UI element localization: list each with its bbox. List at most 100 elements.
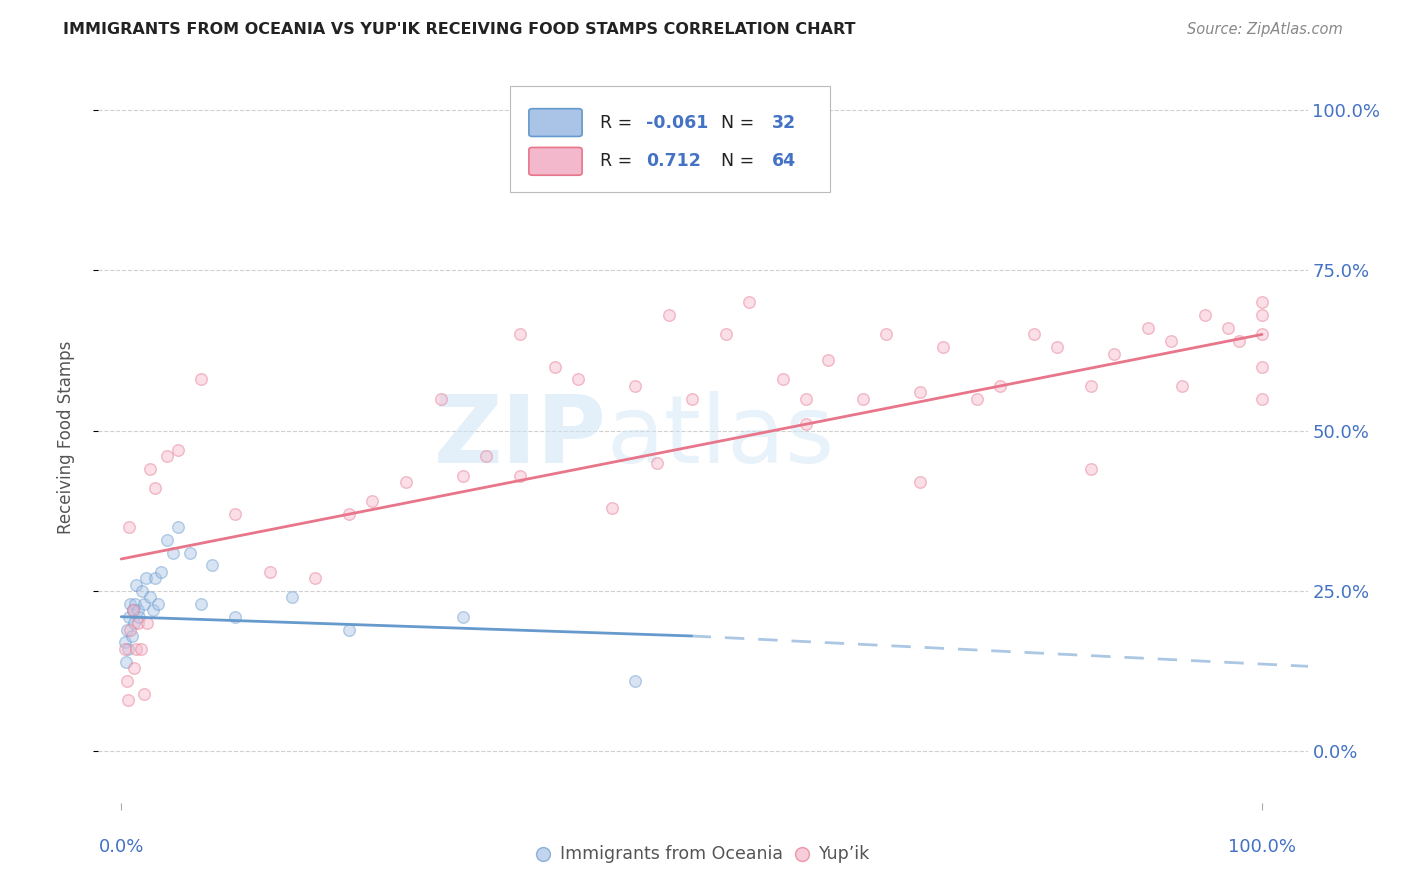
- Point: [114, 635, 136, 649]
- Point: [875, 327, 897, 342]
- Text: ZIP: ZIP: [433, 391, 606, 483]
- Point: [128, 609, 150, 624]
- Point: [121, 603, 143, 617]
- Point: [145, 482, 167, 496]
- Point: [1216, 321, 1239, 335]
- FancyBboxPatch shape: [529, 109, 582, 136]
- Point: [132, 687, 155, 701]
- Point: [337, 623, 360, 637]
- Point: [544, 359, 567, 374]
- Point: [281, 591, 304, 605]
- Point: [304, 571, 326, 585]
- Point: [966, 392, 988, 406]
- Point: [142, 603, 165, 617]
- Point: [1251, 295, 1274, 310]
- Point: [1227, 334, 1250, 348]
- Point: [136, 616, 159, 631]
- Point: [125, 641, 148, 656]
- Point: [1136, 321, 1159, 335]
- Point: [1022, 327, 1045, 342]
- Text: 100.0%: 100.0%: [1227, 838, 1296, 856]
- Point: [509, 468, 531, 483]
- Point: [125, 577, 148, 591]
- Point: [908, 475, 931, 489]
- Point: [146, 597, 169, 611]
- FancyBboxPatch shape: [509, 86, 830, 192]
- FancyBboxPatch shape: [529, 147, 582, 175]
- Point: [167, 520, 190, 534]
- Text: Yup’ik: Yup’ik: [820, 845, 870, 863]
- Text: N =: N =: [721, 153, 755, 170]
- Point: [681, 392, 703, 406]
- Point: [772, 372, 794, 386]
- Point: [118, 609, 141, 624]
- Point: [135, 571, 157, 585]
- Point: [115, 673, 138, 688]
- Point: [395, 475, 418, 489]
- Text: 64: 64: [772, 153, 796, 170]
- Point: [139, 591, 162, 605]
- Point: [1251, 308, 1274, 322]
- Point: [1080, 462, 1102, 476]
- Point: [453, 609, 475, 624]
- Point: [817, 353, 839, 368]
- Point: [114, 655, 136, 669]
- Point: [1102, 346, 1125, 360]
- Text: atlas: atlas: [606, 391, 835, 483]
- Point: [623, 673, 645, 688]
- Point: [117, 693, 139, 707]
- Point: [179, 545, 201, 559]
- Point: [623, 378, 645, 392]
- Point: [190, 597, 212, 611]
- Point: [1080, 378, 1102, 392]
- Point: [1251, 392, 1274, 406]
- Point: [129, 641, 152, 656]
- Text: -0.061: -0.061: [647, 113, 709, 131]
- Point: [361, 494, 384, 508]
- Point: [988, 378, 1011, 392]
- Point: [132, 597, 155, 611]
- Point: [114, 641, 136, 656]
- Point: [429, 392, 451, 406]
- Point: [794, 417, 817, 432]
- Point: [1046, 340, 1069, 354]
- Point: [224, 507, 246, 521]
- Point: [337, 507, 360, 521]
- Point: [931, 340, 953, 354]
- Point: [1251, 359, 1274, 374]
- Point: [162, 545, 184, 559]
- Point: [121, 603, 143, 617]
- Point: [259, 565, 281, 579]
- Point: [475, 450, 498, 464]
- Point: [139, 462, 162, 476]
- Point: [145, 571, 167, 585]
- Text: R =: R =: [600, 153, 633, 170]
- Point: [127, 616, 149, 631]
- Point: [190, 372, 212, 386]
- Point: [852, 392, 875, 406]
- Text: 0.712: 0.712: [647, 153, 702, 170]
- Point: [509, 327, 531, 342]
- Text: N =: N =: [721, 113, 755, 131]
- Point: [201, 558, 224, 573]
- Point: [167, 442, 190, 457]
- Point: [658, 308, 681, 322]
- Point: [714, 327, 737, 342]
- Point: [156, 533, 179, 547]
- Point: [117, 641, 139, 656]
- Point: [737, 295, 759, 310]
- Point: [453, 468, 475, 483]
- Point: [120, 623, 142, 637]
- Text: 32: 32: [772, 113, 796, 131]
- Point: [600, 500, 623, 515]
- Text: Source: ZipAtlas.com: Source: ZipAtlas.com: [1187, 22, 1343, 37]
- Point: [567, 372, 589, 386]
- Point: [122, 661, 145, 675]
- Text: R =: R =: [600, 113, 633, 131]
- Text: 0.0%: 0.0%: [98, 838, 143, 856]
- Point: [124, 597, 146, 611]
- Point: [118, 520, 141, 534]
- Point: [156, 450, 179, 464]
- Point: [115, 623, 138, 637]
- Point: [647, 456, 669, 470]
